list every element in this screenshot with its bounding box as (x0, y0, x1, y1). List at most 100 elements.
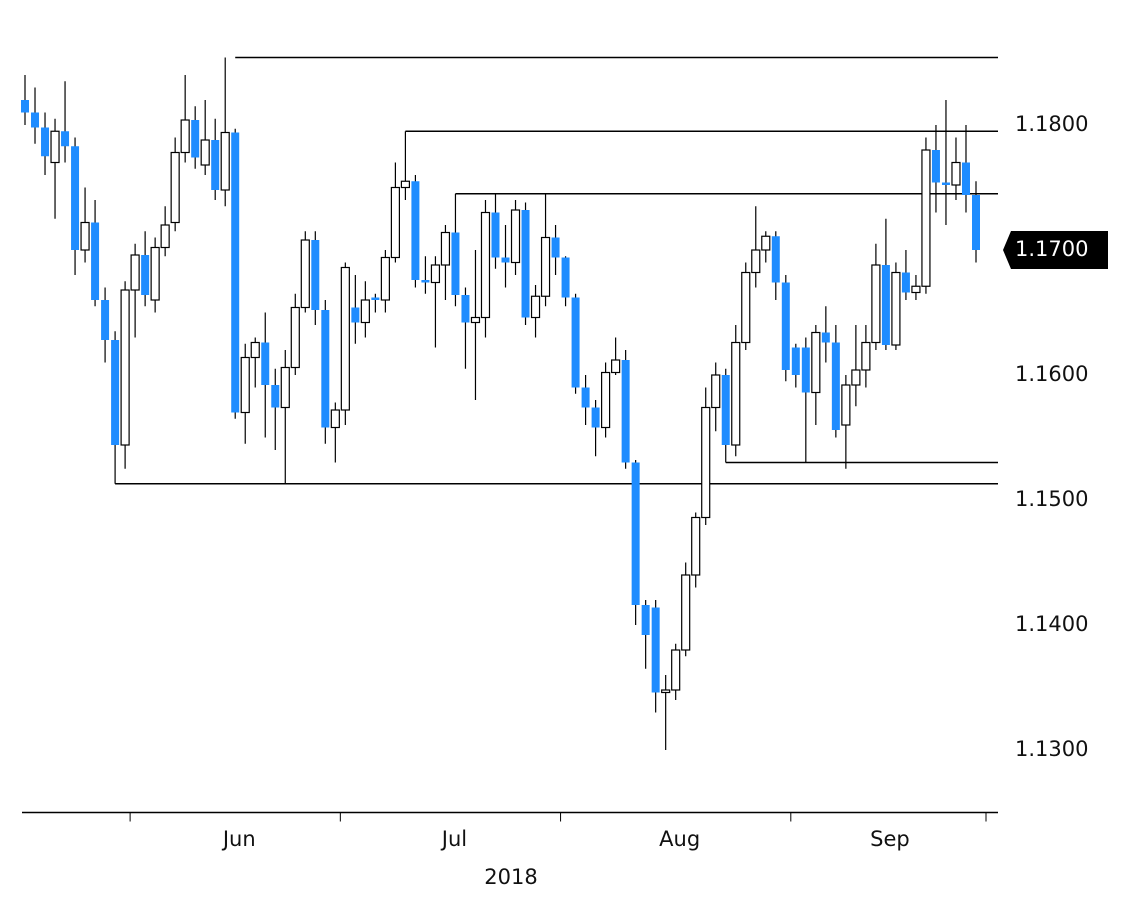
candle-body-up (701, 406, 711, 519)
candle-body-down (191, 120, 200, 158)
candle-body-up (220, 131, 230, 191)
candle-body-up (180, 119, 190, 154)
candle-body-up (200, 139, 210, 166)
candle-body-down (591, 407, 600, 428)
candle-body-up (691, 516, 701, 576)
candle-body-up (530, 295, 541, 319)
candle-body-down (561, 257, 570, 298)
candle-body-up (430, 264, 441, 284)
candle-body-up (160, 224, 170, 249)
candle-body-down (71, 146, 80, 250)
candle-body-up (330, 409, 340, 429)
candle-body-down (931, 150, 940, 183)
last-price-tag (1003, 231, 1108, 269)
candle-body-up (671, 649, 681, 691)
candle-body-up (300, 239, 310, 309)
candle-body-up (240, 356, 250, 414)
candle-body-up (951, 161, 961, 186)
candle-body-down (972, 195, 980, 250)
candle-body-up (681, 574, 691, 651)
candle-body-down (791, 347, 800, 375)
candle-body-down (571, 297, 580, 388)
candle-body-down (91, 222, 100, 300)
candle-body-up (360, 299, 370, 324)
candle-body-down (101, 300, 110, 340)
x-tick-label: Jul (440, 827, 467, 851)
candle-body-down (621, 360, 630, 463)
candle-body-up (751, 249, 761, 274)
candle-body-down (641, 605, 650, 635)
candle-body-down (771, 236, 780, 283)
candle-body-down (111, 340, 120, 445)
candle-body-down (901, 272, 910, 293)
candle-body-down (41, 127, 50, 157)
candle-body-up (761, 235, 771, 251)
x-tick-label: Sep (870, 827, 910, 851)
candle-body-down (371, 297, 380, 300)
candle-body-up (851, 369, 861, 386)
candle-body-up (170, 151, 180, 224)
candle-body-down (521, 210, 530, 318)
candle-body-up (661, 689, 671, 694)
x-axis-label: 2018 (484, 865, 537, 889)
candle-body-down (831, 342, 840, 430)
candle-body-up (601, 371, 611, 429)
candle-body-down (461, 295, 470, 323)
candle-body-down (451, 232, 460, 295)
candle-body-down (31, 112, 40, 128)
candle-body-up (811, 331, 821, 394)
candle-body-up (400, 180, 410, 189)
y-tick-label: 1.1600 (1015, 362, 1088, 386)
candle-body-down (311, 240, 320, 310)
candle-body-down (551, 237, 560, 258)
candle-body-up (540, 236, 551, 297)
candle-body-down (421, 280, 430, 283)
candle-body-down (211, 140, 220, 190)
candle-body-up (841, 384, 851, 426)
y-tick-label: 1.1300 (1015, 737, 1088, 761)
candle-body-down (801, 347, 810, 393)
candle-body-up (390, 186, 400, 259)
candle-body-down (941, 182, 950, 185)
candle-body-down (781, 282, 790, 370)
candle-body-down (491, 212, 500, 258)
y-tick-label: 1.1500 (1015, 487, 1088, 511)
candle-body-up (711, 374, 721, 409)
candle-body-down (141, 255, 150, 295)
candle-body-up (50, 130, 60, 164)
candle-body-up (340, 266, 350, 411)
x-tick-label: Jun (221, 827, 256, 851)
candle-body-down (581, 387, 590, 408)
y-tick-label: 1.1800 (1015, 112, 1088, 136)
candle-body-up (380, 256, 390, 301)
candle-body-up (280, 366, 290, 409)
candle-body-up (150, 246, 160, 301)
x-tick-label: Aug (659, 827, 700, 851)
candle-body-down (21, 100, 29, 113)
candle-body-down (721, 375, 730, 445)
candle-body-down (261, 342, 270, 385)
candle-body-up (861, 341, 871, 371)
candle-body-down (651, 607, 660, 693)
candle-body-down (881, 265, 890, 345)
candle-body-down (271, 385, 280, 408)
candle-body-up (741, 271, 751, 344)
candle-body-up (130, 254, 140, 291)
candle-body-up (470, 316, 481, 324)
candle-body-up (921, 149, 931, 287)
candle-body-up (80, 221, 90, 251)
candle-body-up (250, 341, 260, 359)
candle-body-down (821, 332, 830, 343)
last-price-label: 1.1700 (1015, 237, 1088, 261)
candle-body-down (321, 310, 330, 428)
candle-body-down (61, 131, 70, 147)
candle-body-down (351, 307, 360, 323)
candle-body-up (120, 289, 130, 446)
y-tick-label: 1.1400 (1015, 612, 1088, 636)
candle-body-down (501, 257, 510, 263)
candle-body-down (631, 462, 640, 605)
candle-body-down (411, 181, 420, 280)
candle-body-up (440, 231, 451, 266)
candle-body-up (611, 359, 621, 374)
